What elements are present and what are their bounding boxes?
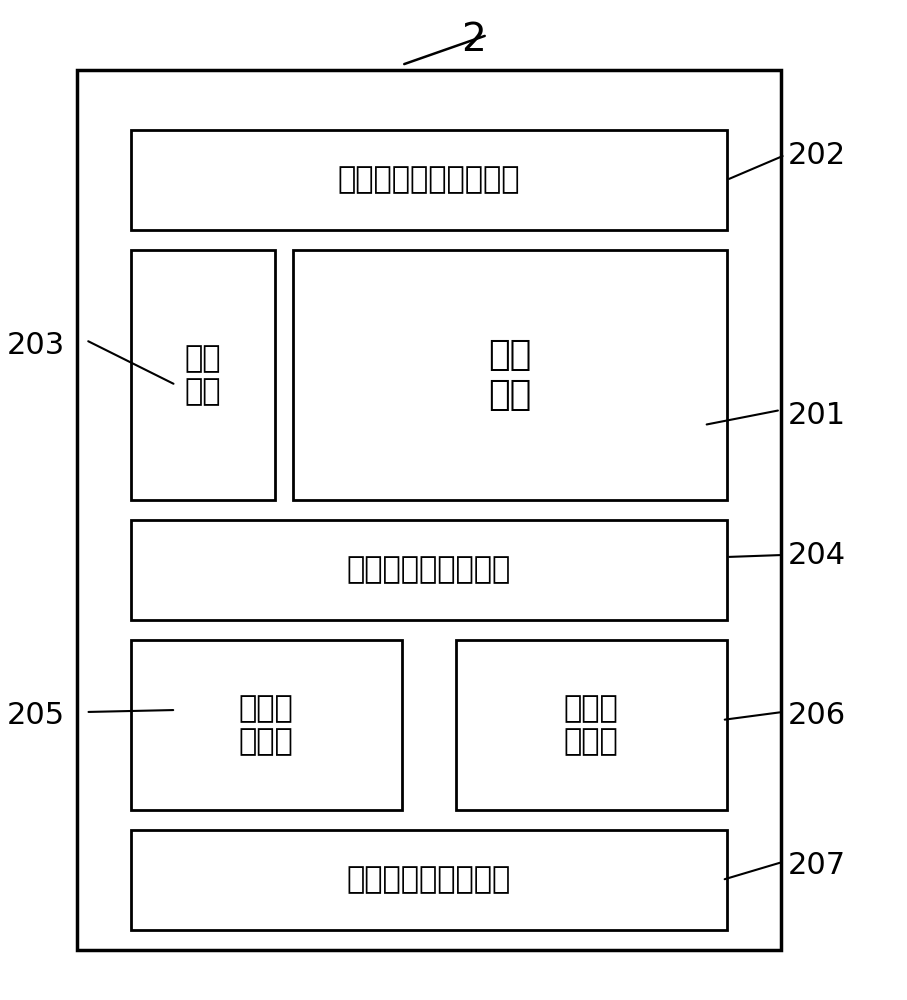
Text: 207: 207 (787, 850, 846, 880)
Text: 数据检
验单元: 数据检 验单元 (564, 694, 619, 756)
Text: 时序
单元: 时序 单元 (185, 344, 221, 406)
Text: 206: 206 (787, 700, 846, 730)
Text: 2: 2 (462, 21, 486, 59)
Text: 用户指令预判断单元: 用户指令预判断单元 (346, 556, 511, 584)
Text: 用户指令地址存储单元: 用户指令地址存储单元 (337, 165, 520, 194)
Text: 结果检
测单元: 结果检 测单元 (239, 694, 294, 756)
FancyBboxPatch shape (77, 70, 781, 950)
FancyBboxPatch shape (455, 640, 727, 810)
FancyBboxPatch shape (131, 130, 727, 230)
FancyBboxPatch shape (131, 250, 275, 500)
Text: 202: 202 (787, 140, 846, 169)
Text: 205: 205 (7, 700, 65, 730)
Text: 203: 203 (7, 330, 65, 360)
FancyBboxPatch shape (131, 830, 727, 930)
Text: 调度
单元: 调度 单元 (488, 338, 532, 412)
FancyBboxPatch shape (131, 640, 402, 810)
Text: 故障定位和修复单元: 故障定位和修复单元 (346, 865, 511, 894)
Text: 204: 204 (787, 540, 846, 570)
FancyBboxPatch shape (293, 250, 727, 500)
Text: 201: 201 (787, 400, 846, 430)
FancyBboxPatch shape (131, 520, 727, 620)
